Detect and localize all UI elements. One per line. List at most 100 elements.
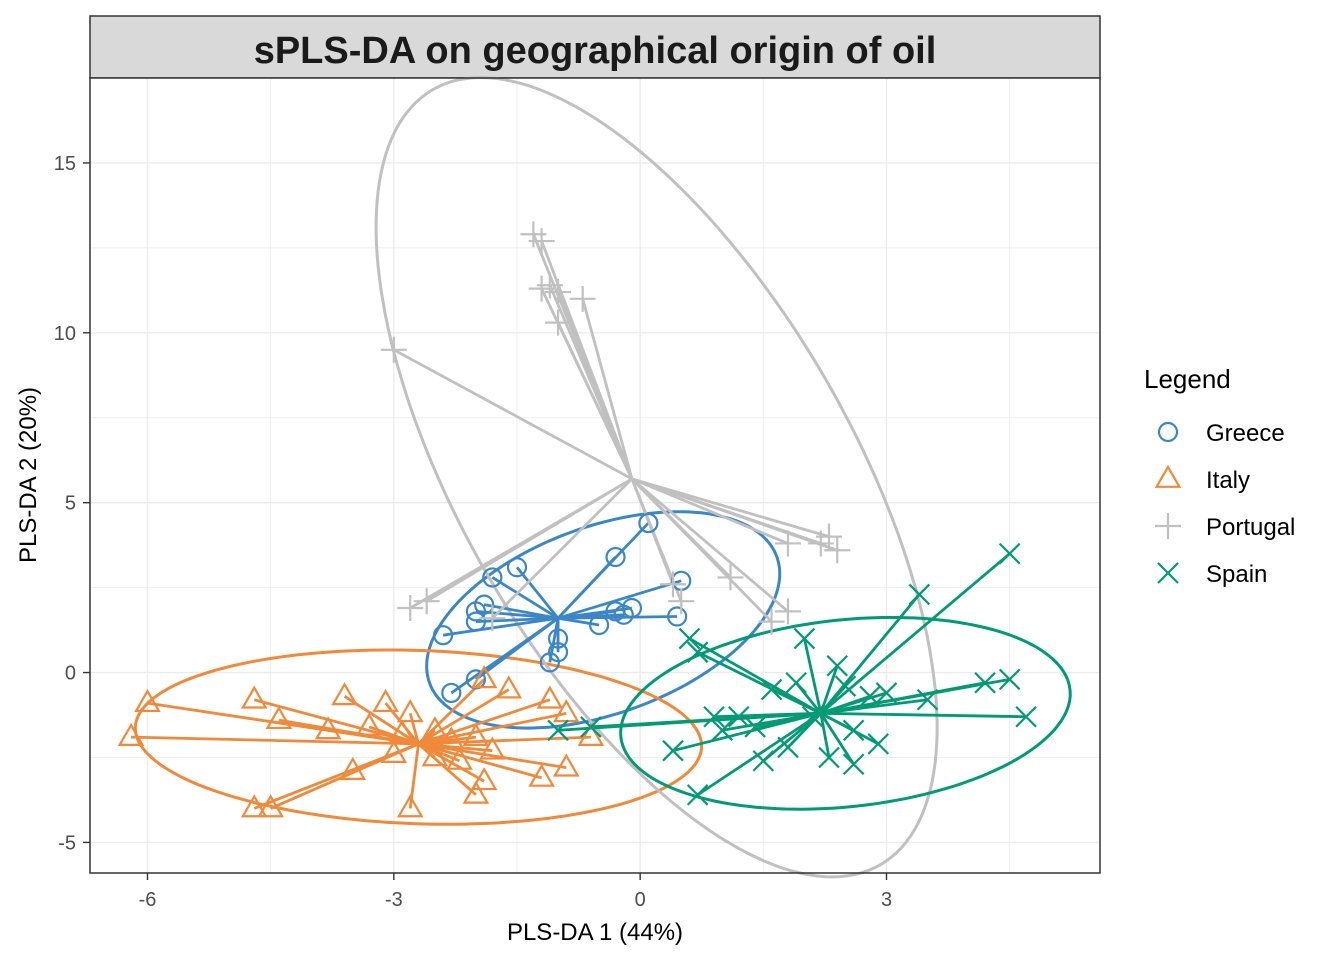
portugal-point (528, 275, 555, 302)
greece-point (589, 614, 610, 636)
spain-point (686, 641, 709, 663)
spain-segment (688, 637, 822, 715)
italy-segment (418, 698, 551, 746)
portugal-ellipse (374, 75, 939, 879)
portugal-segment (581, 298, 634, 480)
x-axis: -6 -3 0 3 (139, 873, 892, 911)
portugal-point (660, 571, 687, 598)
portugal-point (528, 228, 555, 255)
italy-point (495, 675, 523, 699)
portugal-point (774, 530, 801, 557)
spain-segment (696, 712, 822, 797)
legend-label-greece: Greece (1206, 420, 1285, 447)
panel-border (89, 77, 1101, 874)
x-tick-label: -6 (139, 889, 157, 911)
greece-point (465, 669, 487, 690)
spain-segment (820, 681, 986, 715)
italy-point (470, 665, 498, 689)
spain-point (826, 654, 849, 677)
italy-point (528, 763, 555, 787)
greece-point (547, 628, 569, 649)
spain-point (998, 668, 1021, 691)
italy-point (331, 682, 358, 706)
italy-segment (393, 742, 419, 756)
x-tick-label: 0 (635, 889, 646, 911)
greece-point (667, 606, 688, 627)
spain-point (785, 671, 807, 694)
portugal-segment (425, 477, 633, 603)
italy-legend-key (1154, 464, 1182, 488)
portugal-segment (631, 477, 789, 613)
spain-point (686, 784, 709, 806)
greece-ellipse (425, 510, 782, 730)
italy-point (388, 719, 416, 743)
spain-segment (819, 552, 1011, 715)
legend-label-portugal: Portugal (1206, 514, 1295, 541)
spain-segment (820, 711, 1027, 719)
greece-point (613, 604, 634, 625)
spain-point (760, 678, 783, 701)
portugal-point (545, 309, 572, 336)
greece-point (506, 557, 528, 578)
italy-point (479, 736, 506, 760)
portugal-point (774, 598, 801, 625)
spain-point (1015, 705, 1037, 728)
spain-point (859, 685, 881, 708)
spain-segment (803, 638, 823, 714)
italy-segment (270, 742, 420, 810)
italy-ellipse (133, 648, 704, 826)
spain-segment (819, 665, 839, 714)
chart-title: sPLS-DA on geographical origin of oil (254, 30, 937, 72)
spain-legend-key (1157, 562, 1179, 584)
spain-point (842, 753, 865, 776)
legend: Legend Greece Italy Portugal Spain (1144, 364, 1295, 588)
portugal-legend-key (1155, 513, 1181, 539)
greece-segment (557, 579, 682, 620)
italy-point (355, 712, 383, 736)
spain-point (777, 736, 799, 759)
italy-point (421, 716, 449, 740)
greece-point (465, 601, 487, 622)
greece-segment (557, 556, 617, 620)
y-axis-title: PLS-DA 2 (20%) (15, 387, 42, 563)
portugal-point (668, 588, 695, 615)
spain-point (752, 750, 775, 772)
spain-segment (819, 712, 855, 766)
greece-segment (558, 615, 678, 620)
italy-point (396, 794, 424, 818)
greece-point (432, 625, 454, 646)
italy-segment (408, 712, 420, 745)
italy-point (257, 794, 284, 818)
spain-point (711, 719, 734, 742)
spain-point (793, 627, 816, 650)
italy-segment (417, 688, 510, 746)
spain-point (908, 583, 931, 606)
x-tick-label: -3 (385, 889, 403, 911)
spain-point (867, 733, 890, 755)
portugal-point (807, 530, 834, 557)
spain-segment (754, 711, 822, 729)
italy-segment (417, 678, 486, 745)
italy-segment (418, 735, 477, 746)
portugal-point (824, 537, 851, 564)
spain-segment (714, 711, 821, 719)
greece-legend-key (1157, 421, 1179, 443)
spain-point (916, 688, 939, 711)
italy-point (470, 767, 498, 791)
italy-point (265, 705, 293, 730)
italy-point (339, 756, 367, 780)
greece-segment (450, 617, 559, 695)
portugal-point (545, 279, 572, 306)
portugal-segment (631, 477, 838, 552)
italy-point (134, 688, 161, 713)
italy-point (577, 722, 605, 747)
portugal-segment (556, 322, 634, 480)
greece-point (638, 512, 659, 534)
x-tick-label: 3 (881, 889, 892, 911)
y-tick-label: 15 (54, 153, 76, 175)
spain-segment (770, 688, 822, 715)
greece-point (539, 652, 560, 673)
spain-point (818, 746, 840, 769)
greece-segment (515, 566, 560, 620)
